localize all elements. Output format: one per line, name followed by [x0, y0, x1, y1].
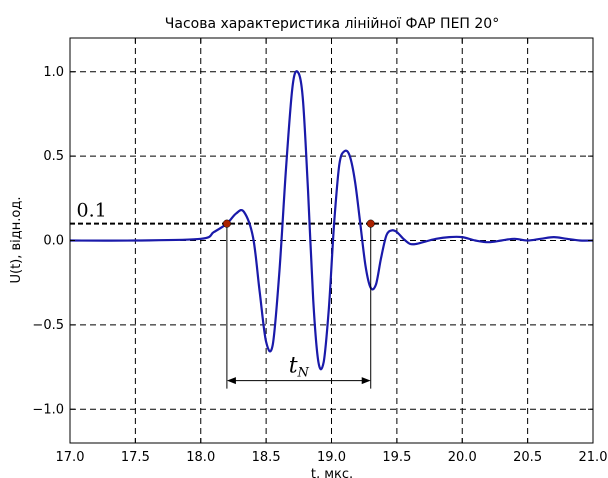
x-tick-label: 17.0 — [56, 450, 85, 465]
y-tick-label: 0.0 — [43, 234, 64, 249]
chart-title: Часова характеристика лінійної ФАР ПЕП 2… — [165, 16, 499, 32]
x-tick-label: 21.0 — [579, 450, 608, 465]
x-axis-label: t, мкс. — [311, 467, 353, 478]
y-tick-label: −1.0 — [32, 402, 64, 417]
span-label-subscript: N — [297, 366, 310, 381]
x-tick-label: 20.5 — [513, 450, 542, 465]
span-arrow-head-left — [226, 377, 236, 385]
x-tick-label: 18.0 — [186, 450, 215, 465]
x-tick-label: 20.0 — [448, 450, 477, 465]
y-tick-label: 1.0 — [43, 65, 64, 80]
series-layer — [69, 70, 594, 371]
series-line — [69, 70, 594, 371]
x-tick-label: 17.5 — [121, 450, 150, 465]
threshold-crossing-marker — [366, 219, 375, 228]
span-arrow-head-right — [361, 377, 371, 385]
threshold-label: 0.1 — [77, 200, 107, 222]
x-tick-label: 19.5 — [382, 450, 411, 465]
threshold-layer: 0.1 — [70, 200, 593, 225]
x-axis-ticks: 17.0 17.5 18.0 18.5 19.0 19.5 20.0 20.5 21.0 — [56, 38, 608, 465]
y-axis-label: U(t), відн.од. — [9, 197, 24, 284]
threshold-crossing-marker — [222, 219, 231, 228]
y-tick-label: −0.5 — [32, 318, 64, 333]
x-tick-label: 18.5 — [252, 450, 281, 465]
x-tick-label: 19.0 — [317, 450, 346, 465]
y-tick-label: 0.5 — [43, 149, 64, 164]
y-axis-ticks: 1.0 0.5 0.0 −0.5 −1.0 — [32, 65, 593, 417]
